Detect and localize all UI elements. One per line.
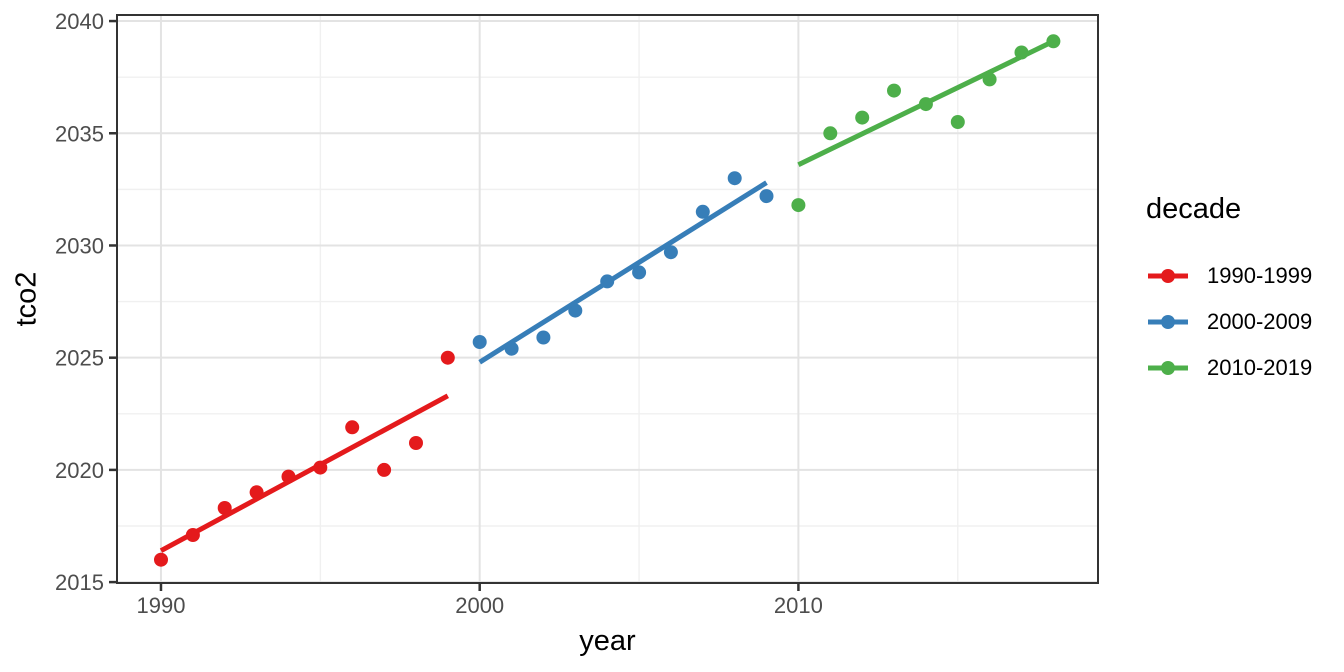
legend-entry: 1990-1999 [1146, 253, 1312, 299]
legend-entry-label: 2000-2009 [1207, 309, 1313, 335]
y-tick-label: 2030 [55, 233, 104, 258]
data-point [632, 265, 647, 280]
y-axis-title: tco2 [10, 271, 43, 327]
data-point [663, 245, 678, 260]
data-point [377, 462, 392, 477]
legend-key-line-dot-icon [1148, 361, 1188, 376]
legend-entry: 2010-2019 [1146, 345, 1312, 391]
data-point [791, 198, 806, 213]
data-point [887, 83, 901, 98]
legend-title: decade [1146, 193, 1242, 225]
trend-line [478, 180, 768, 365]
data-point [727, 171, 742, 186]
legend-entry-label: 1990-1999 [1207, 263, 1313, 289]
data-point [345, 420, 360, 435]
data-point [536, 330, 551, 345]
data-point [217, 501, 232, 515]
legend-key-line-dot-icon [1148, 269, 1188, 284]
y-tick-label: 2015 [55, 570, 104, 595]
y-tick-label: 2035 [55, 121, 104, 146]
x-tick-label: 2010 [774, 593, 823, 618]
legend-rows: 1990-1999 2000-2009 2010-2019 [1146, 253, 1312, 391]
legend-entry-label: 2010-2019 [1207, 355, 1313, 381]
legend: decade 1990-1999 2000-2009 2010-2019 [1146, 193, 1312, 391]
data-point [154, 552, 168, 567]
data-point [823, 126, 838, 141]
y-tick-label: 2020 [55, 458, 104, 483]
y-tick-label: 2040 [55, 9, 104, 34]
data-point [950, 115, 965, 129]
data-point [472, 335, 487, 349]
x-axis-title: year [579, 625, 636, 657]
y-tick-label: 2025 [55, 346, 104, 371]
trend-line [159, 393, 449, 553]
panel-border [116, 14, 1099, 584]
data-point [440, 350, 455, 365]
data-point [855, 110, 870, 125]
data-point [409, 436, 423, 450]
trend-line [797, 39, 1055, 167]
legend-key-line-dot-icon [1148, 315, 1188, 330]
x-tick-label: 2000 [455, 593, 504, 618]
data-point [695, 204, 710, 219]
legend-entry: 2000-2009 [1146, 299, 1312, 345]
data-point [759, 189, 774, 204]
x-tick-label: 1990 [137, 593, 186, 618]
